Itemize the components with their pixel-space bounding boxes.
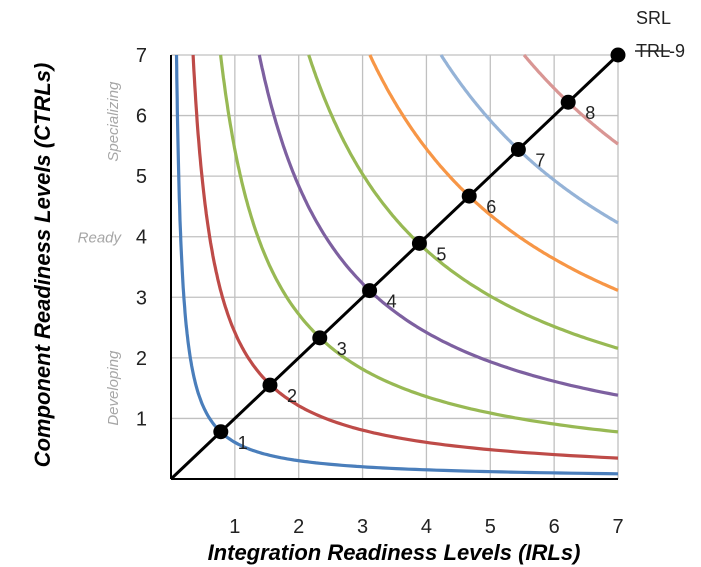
srl-point-label: 5 <box>436 244 446 264</box>
y-tick-label: 3 <box>136 287 147 309</box>
grid-lines <box>171 54 619 479</box>
srl-point <box>312 330 328 346</box>
nine-corner-label: -9 <box>669 41 685 61</box>
srl-corner-label: SRL <box>636 8 671 28</box>
y-tick-label: 5 <box>136 166 147 188</box>
x-tick-label: 5 <box>485 516 496 538</box>
srl-point-label: 4 <box>387 292 397 312</box>
srl-point-label: 1 <box>238 433 248 453</box>
band-label: Specializing <box>105 81 122 162</box>
x-tick-label: 4 <box>421 516 432 538</box>
srl-points: 1 2 3 4 5 6 7 8 <box>213 47 626 453</box>
srl-point <box>262 377 278 393</box>
x-tick-label: 6 <box>549 516 560 538</box>
srl-point-label: 7 <box>535 150 545 170</box>
x-tick-label: 3 <box>357 516 368 538</box>
band-label: Ready <box>78 230 123 247</box>
y-tick-label: 6 <box>136 106 147 128</box>
diagonal-line <box>169 53 620 481</box>
y-axis-title: Component Readiness Levels (CTRLs) <box>30 63 55 468</box>
band-labels: Developing Ready Specializing <box>78 81 123 426</box>
y-tick-label: 4 <box>136 227 147 249</box>
srl-point-label: 3 <box>337 339 347 359</box>
srl-point-label: 6 <box>486 197 496 217</box>
band-label: Developing <box>105 350 122 426</box>
x-axis-title: Integration Readiness Levels (IRLs) <box>208 540 581 565</box>
diagonal <box>169 53 620 481</box>
srl-point <box>461 188 477 204</box>
x-tick-label: 1 <box>229 516 240 538</box>
y-tick-label: 7 <box>136 45 147 67</box>
tick-labels: 1 2 3 4 5 6 7 1 2 3 4 5 6 7 <box>136 45 624 538</box>
srl-point-label: 8 <box>585 103 595 123</box>
srl-point <box>213 424 229 440</box>
srl-point <box>560 94 576 110</box>
srl-point <box>411 235 427 251</box>
x-tick-label: 2 <box>293 516 304 538</box>
axes <box>170 55 618 480</box>
srl-point <box>610 47 626 63</box>
srl-point <box>362 283 378 299</box>
x-tick-label: 7 <box>612 516 623 538</box>
y-tick-label: 1 <box>136 408 147 430</box>
srl-point <box>510 141 526 157</box>
srl-point-label: 2 <box>287 386 297 406</box>
y-tick-label: 2 <box>136 348 147 370</box>
